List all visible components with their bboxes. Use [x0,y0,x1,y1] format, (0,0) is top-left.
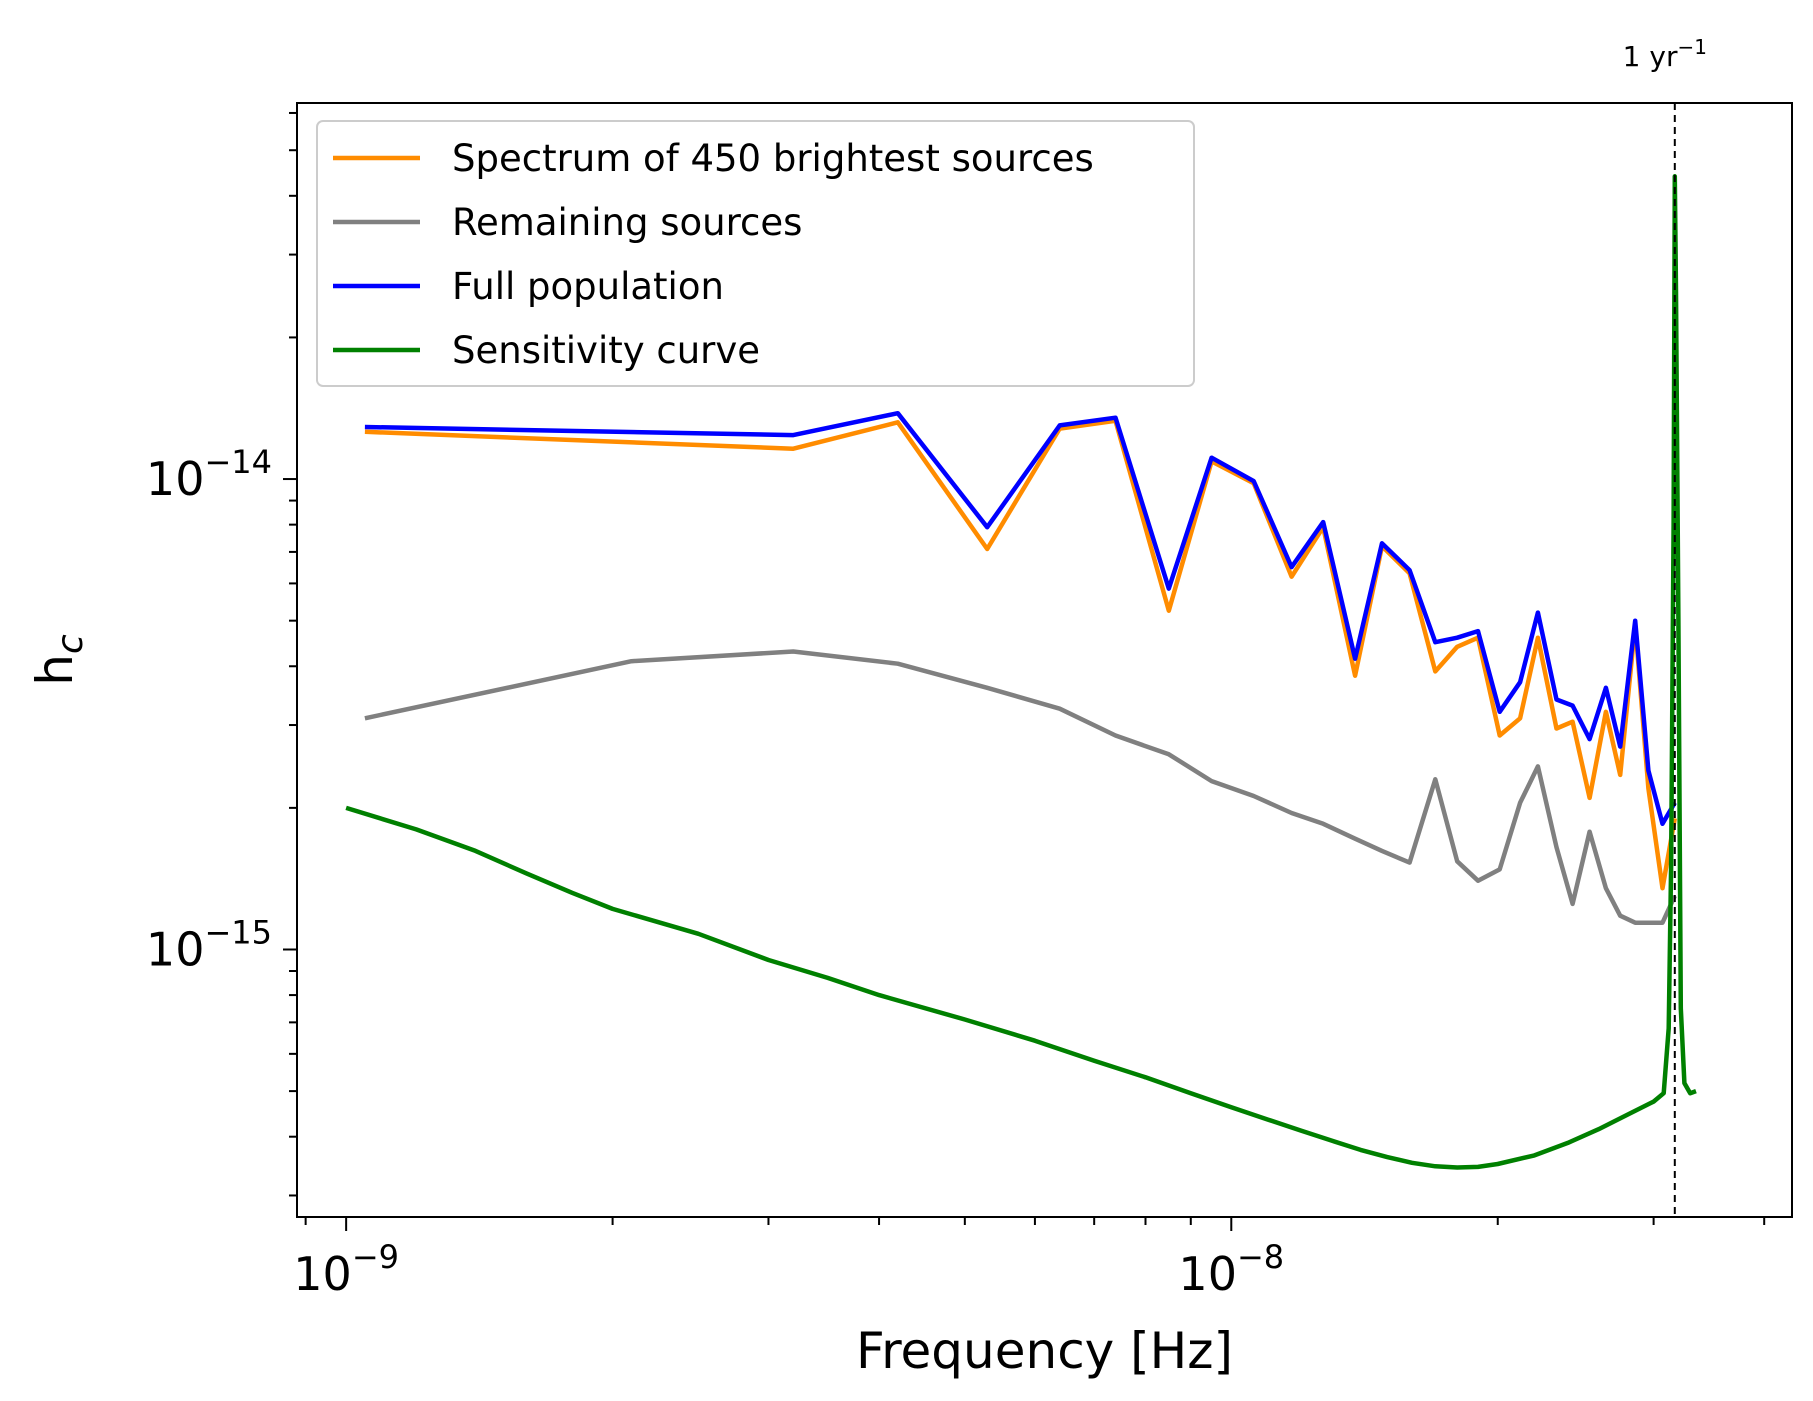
series-line-1 [364,649,1677,925]
one-year-label-exponent: −1 [1677,35,1706,59]
one-year-label: 1 yr−1 [1623,35,1707,73]
y-tick-base: 10 [146,452,205,506]
y-axis-label-subscript: c [50,634,91,654]
x-axis-label: Frequency [Hz] [856,1322,1233,1380]
series-layer [345,174,1697,1170]
legend-label-1: Remaining sources [452,201,802,244]
annotation-layer: 1 yr−1 [1623,35,1707,1217]
y-axis-label-main: h [26,654,84,686]
y-tick-label: 10−15 [146,913,272,976]
x-tick-exponent: −8 [1237,1238,1284,1276]
y-tick-label: 10−14 [146,443,272,506]
x-tick-base: 10 [1178,1247,1237,1301]
legend: Spectrum of 450 brightest sources Remaini… [316,120,1195,387]
x-tick-label: 10−8 [1178,1238,1284,1301]
series-line-2 [364,410,1677,827]
x-tick-base: 10 [293,1247,352,1301]
legend-box [316,120,1195,387]
series-line-0 [364,418,1678,891]
y-axis-label: hc [26,634,91,686]
one-year-label-text: 1 yr [1623,40,1678,73]
y-tick-base: 10 [146,922,205,976]
legend-label-0: Spectrum of 450 brightest sources [452,137,1094,180]
x-tick-label: 10−9 [293,1238,399,1301]
legend-label-2: Full population [452,265,724,308]
plot-frame [296,102,1793,1218]
y-tick-exponent: −14 [204,443,272,481]
legend-label-3: Sensitivity curve [452,329,760,372]
y-tick-exponent: −15 [204,913,272,951]
x-tick-exponent: −9 [352,1238,399,1276]
label-layer: Frequency [Hz] hc [26,634,1233,1380]
